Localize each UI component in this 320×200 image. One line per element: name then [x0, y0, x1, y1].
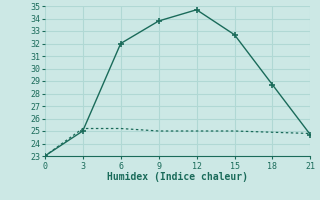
X-axis label: Humidex (Indice chaleur): Humidex (Indice chaleur) [107, 172, 248, 182]
